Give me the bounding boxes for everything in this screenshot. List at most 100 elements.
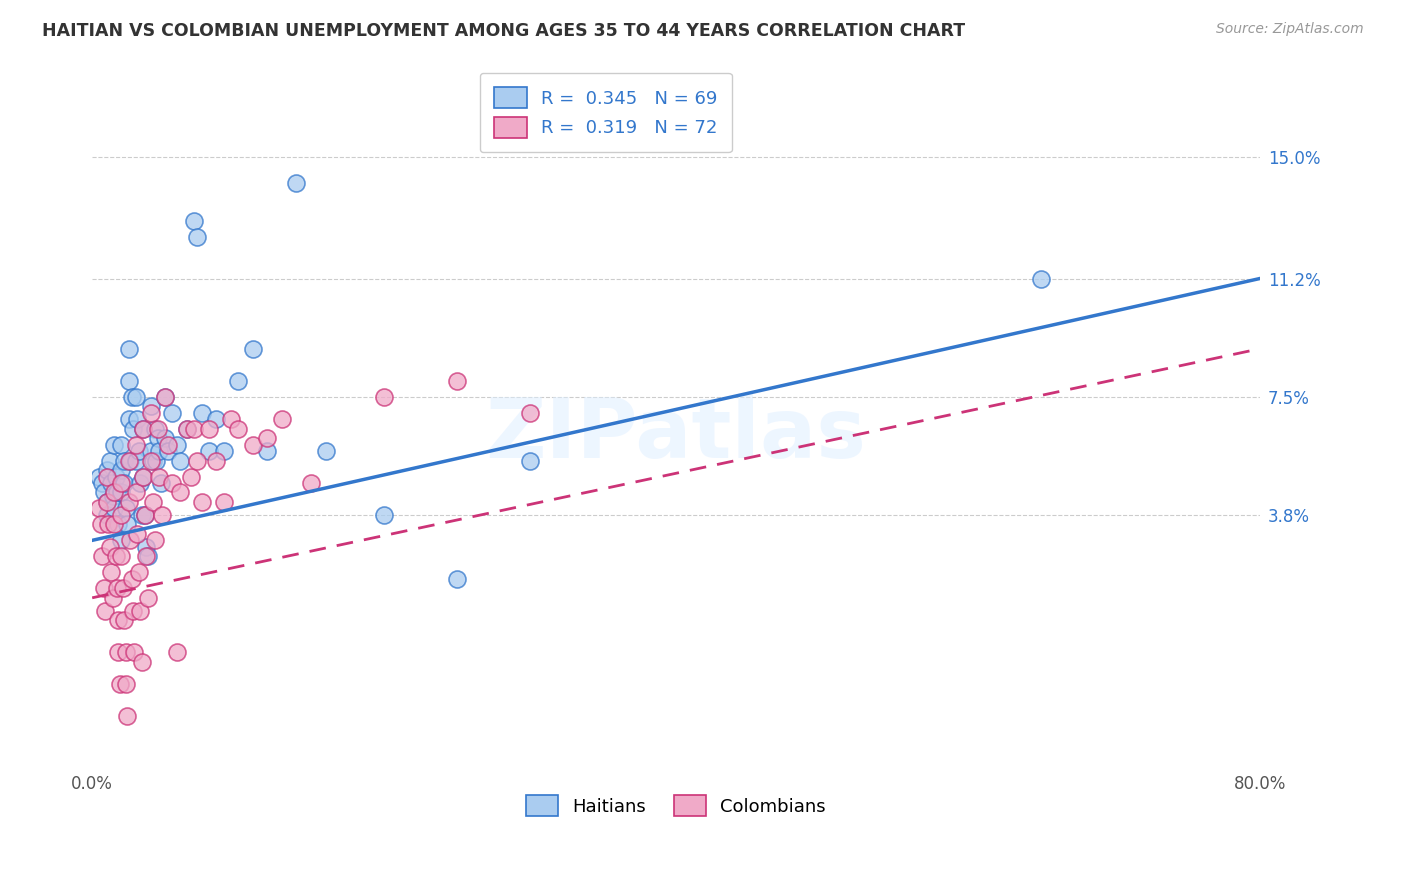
- Point: [128, 566, 150, 580]
- Point: [89, 469, 111, 483]
- Point: [242, 437, 264, 451]
- Point: [91, 475, 114, 490]
- Point: [186, 230, 208, 244]
- Point: [198, 422, 221, 436]
- Point: [103, 485, 125, 500]
- Point: [212, 495, 235, 509]
- Point: [142, 495, 165, 509]
- Point: [97, 517, 120, 532]
- Point: [139, 444, 162, 458]
- Point: [166, 645, 188, 659]
- Point: [104, 469, 127, 483]
- Point: [1029, 271, 1052, 285]
- Point: [519, 453, 541, 467]
- Point: [198, 444, 221, 458]
- Point: [94, 604, 117, 618]
- Point: [120, 533, 142, 548]
- Point: [108, 677, 131, 691]
- Point: [256, 431, 278, 445]
- Point: [205, 412, 228, 426]
- Point: [127, 412, 149, 426]
- Point: [110, 508, 132, 522]
- Point: [162, 475, 184, 490]
- Point: [112, 475, 135, 490]
- Point: [135, 540, 157, 554]
- Legend: Haitians, Colombians: Haitians, Colombians: [519, 789, 834, 823]
- Point: [112, 453, 135, 467]
- Point: [183, 214, 205, 228]
- Point: [125, 390, 148, 404]
- Point: [315, 444, 337, 458]
- Point: [96, 469, 118, 483]
- Point: [373, 390, 395, 404]
- Point: [139, 406, 162, 420]
- Point: [139, 453, 162, 467]
- Point: [110, 485, 132, 500]
- Point: [96, 508, 118, 522]
- Point: [180, 469, 202, 483]
- Point: [135, 549, 157, 564]
- Point: [146, 431, 169, 445]
- Point: [169, 485, 191, 500]
- Point: [110, 463, 132, 477]
- Point: [131, 508, 153, 522]
- Point: [146, 422, 169, 436]
- Point: [103, 517, 125, 532]
- Point: [101, 489, 124, 503]
- Point: [107, 613, 129, 627]
- Point: [118, 374, 141, 388]
- Point: [270, 412, 292, 426]
- Point: [157, 437, 180, 451]
- Text: ZIPatlas: ZIPatlas: [485, 394, 866, 475]
- Point: [89, 501, 111, 516]
- Text: Source: ZipAtlas.com: Source: ZipAtlas.com: [1216, 22, 1364, 37]
- Point: [118, 412, 141, 426]
- Point: [143, 422, 166, 436]
- Point: [96, 463, 118, 477]
- Point: [107, 645, 129, 659]
- Point: [91, 549, 114, 564]
- Point: [129, 604, 152, 618]
- Point: [212, 444, 235, 458]
- Point: [299, 475, 322, 490]
- Point: [446, 374, 468, 388]
- Text: HAITIAN VS COLOMBIAN UNEMPLOYMENT AMONG AGES 35 TO 44 YEARS CORRELATION CHART: HAITIAN VS COLOMBIAN UNEMPLOYMENT AMONG …: [42, 22, 966, 40]
- Point: [176, 422, 198, 436]
- Point: [134, 508, 156, 522]
- Point: [153, 390, 176, 404]
- Point: [98, 453, 121, 467]
- Point: [176, 422, 198, 436]
- Point: [118, 495, 141, 509]
- Point: [121, 390, 143, 404]
- Point: [256, 444, 278, 458]
- Point: [136, 549, 159, 564]
- Point: [148, 444, 170, 458]
- Point: [226, 422, 249, 436]
- Point: [125, 485, 148, 500]
- Point: [125, 453, 148, 467]
- Point: [104, 549, 127, 564]
- Point: [285, 176, 308, 190]
- Point: [114, 677, 136, 691]
- Point: [114, 645, 136, 659]
- Point: [153, 431, 176, 445]
- Point: [132, 422, 155, 436]
- Point: [157, 444, 180, 458]
- Point: [120, 453, 142, 467]
- Point: [118, 453, 141, 467]
- Point: [118, 342, 141, 356]
- Point: [186, 453, 208, 467]
- Point: [110, 475, 132, 490]
- Point: [183, 422, 205, 436]
- Point: [162, 406, 184, 420]
- Point: [143, 533, 166, 548]
- Point: [219, 412, 242, 426]
- Point: [101, 591, 124, 605]
- Point: [132, 469, 155, 483]
- Point: [112, 613, 135, 627]
- Point: [93, 485, 115, 500]
- Point: [136, 591, 159, 605]
- Point: [129, 475, 152, 490]
- Point: [110, 437, 132, 451]
- Point: [166, 437, 188, 451]
